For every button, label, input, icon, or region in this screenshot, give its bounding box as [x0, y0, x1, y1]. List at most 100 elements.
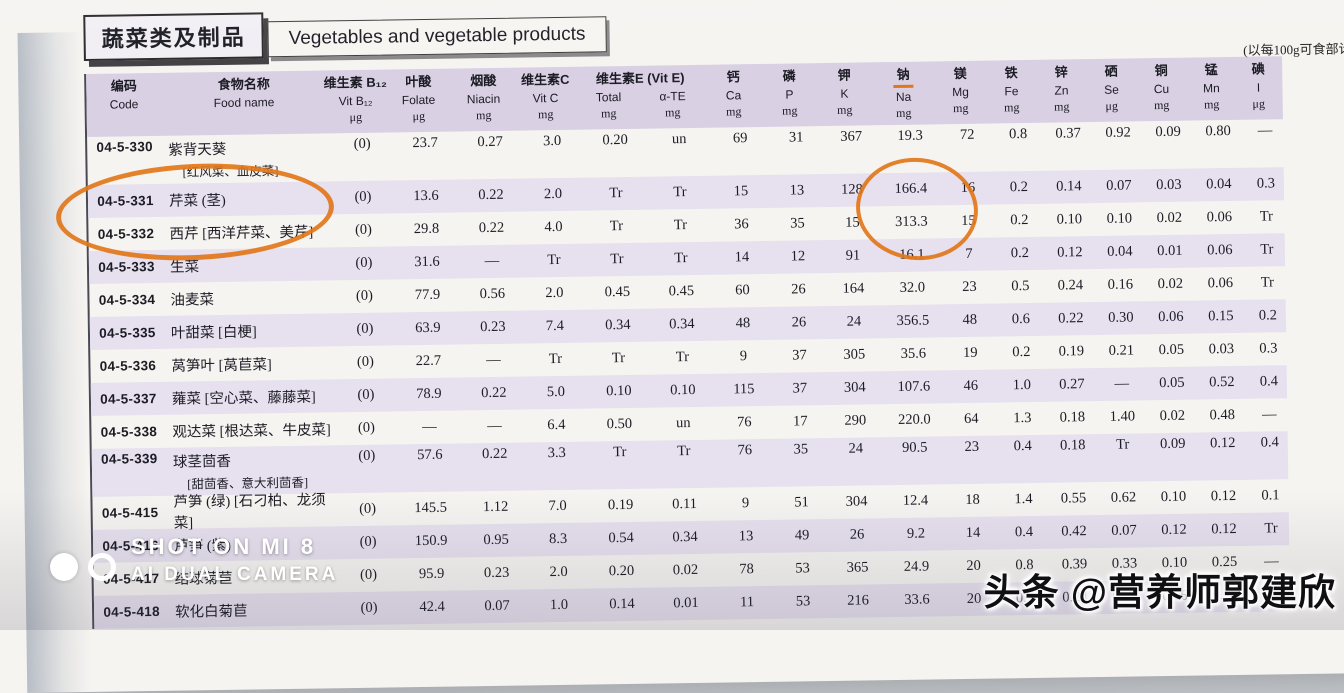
value-cell: 0.48: [1209, 406, 1236, 424]
value-cell: 3.3: [547, 444, 566, 462]
value-cell: 0.04: [1107, 243, 1133, 260]
value-cell: 0.24: [1057, 277, 1084, 294]
value-cell: 0.27: [1059, 376, 1085, 393]
value-cell: 8.3: [548, 530, 568, 548]
value-cell: 78: [739, 561, 754, 578]
value-cell: 0.6: [1011, 310, 1031, 328]
value-cell: 46: [963, 377, 979, 394]
value-cell: 12: [790, 248, 806, 265]
column-header-code: 编码 Code: [109, 78, 139, 112]
value-cell: (0): [360, 566, 378, 583]
value-cell: 0.10: [606, 382, 632, 400]
value-cell: 220.0: [897, 411, 931, 428]
value-cell: 0.20: [602, 131, 628, 149]
value-cell: 367: [840, 128, 863, 145]
food-code: 04-5-334: [98, 291, 156, 308]
column-header-ca: 钙 Ca mg: [725, 69, 742, 119]
value-cell: 313.3: [894, 213, 928, 230]
column-header-folate: 叶酸 Folate μg: [401, 73, 436, 124]
value-cell: Tr: [609, 184, 623, 202]
value-cell: 60: [735, 282, 750, 299]
value-cell: 0.19: [607, 496, 634, 514]
value-cell: —: [1257, 122, 1273, 139]
value-cell: 0.05: [1159, 374, 1185, 391]
value-cell: (0): [359, 533, 377, 550]
column-header-zn: 锌 Zn mg: [1053, 64, 1070, 114]
value-cell: un: [671, 130, 687, 148]
value-cell: 0.19: [1058, 343, 1085, 360]
value-cell: 19: [962, 344, 978, 361]
food-name: 芦笋 (绿) [石刁柏、龙须菜]: [173, 492, 326, 533]
food-code: 04-5-330: [96, 138, 154, 155]
value-cell: 26: [791, 314, 807, 331]
food-code: 04-5-333: [98, 258, 155, 275]
value-cell: 290: [844, 412, 867, 429]
value-cell: 69: [732, 130, 748, 147]
value-cell: 48: [735, 315, 751, 332]
value-cell: 0.95: [483, 531, 509, 549]
value-cell: 22.7: [415, 352, 442, 370]
value-cell: 0.12: [1211, 520, 1237, 538]
value-cell: 0.52: [1209, 373, 1235, 391]
value-cell: 0.10: [1160, 488, 1187, 505]
value-cell: 17: [792, 413, 808, 430]
value-cell: 23.7: [412, 134, 438, 152]
value-cell: 9.2: [906, 525, 926, 542]
value-cell: 1.12: [482, 498, 509, 516]
value-cell: 77.9: [414, 286, 441, 304]
value-cell: 0.09: [1159, 435, 1186, 452]
value-cell: 35.6: [900, 345, 927, 362]
value-cell: 0.92: [1105, 124, 1131, 141]
column-header-vit-b12: 维生素 B₁₂ Vit B₁₂ μg: [323, 74, 387, 124]
value-cell: Tr: [677, 442, 691, 460]
value-cell: 1.4: [1014, 490, 1033, 508]
value-cell: 0.2: [1010, 244, 1030, 262]
value-cell: 1.3: [1013, 409, 1032, 427]
value-cell: 72: [959, 126, 975, 143]
value-cell: (0): [354, 221, 373, 238]
value-cell: 0.3: [1256, 175, 1276, 192]
food-name: 球茎茴香 [甜茴香、意大利茴香]: [172, 453, 309, 492]
value-cell: 145.5: [414, 499, 448, 517]
value-cell: Tr: [673, 183, 687, 201]
value-cell: 0.01: [673, 594, 699, 612]
food-code: 04-5-331: [97, 192, 154, 209]
value-cell: 13: [789, 182, 805, 199]
value-cell: 0.4: [1260, 434, 1279, 451]
value-cell: 0.02: [672, 561, 699, 579]
value-cell: —: [487, 417, 502, 434]
value-cell: 0.02: [1159, 407, 1186, 424]
value-cell: 0.80: [1205, 122, 1231, 140]
value-cell: 7: [965, 245, 973, 262]
value-cell: 14: [965, 524, 981, 541]
value-cell: Tr: [673, 216, 688, 234]
value-cell: 216: [847, 592, 870, 609]
value-cell: 16: [960, 179, 976, 196]
value-cell: 0.23: [483, 564, 510, 582]
value-cell: 15: [961, 212, 976, 229]
value-cell: 2.0: [545, 284, 564, 302]
value-cell: 35: [793, 441, 809, 458]
value-cell: 37: [792, 380, 808, 397]
value-cell: 2.0: [549, 563, 568, 581]
value-cell: 0.42: [1061, 523, 1087, 540]
value-cell: 0.16: [1107, 276, 1134, 293]
value-cell: Tr: [1264, 520, 1278, 537]
value-cell: 0.2: [1258, 307, 1278, 324]
value-cell: 33.6: [904, 591, 930, 608]
value-cell: 0.18: [1059, 409, 1086, 426]
value-cell: 53: [795, 593, 811, 610]
value-cell: 0.06: [1207, 274, 1234, 292]
value-cell: 0.20: [608, 562, 635, 580]
value-cell: —: [486, 351, 501, 368]
value-cell: —: [422, 418, 437, 435]
value-cell: 0.12: [1161, 521, 1187, 538]
food-name: 蕹菜 [空心菜、藤藤菜]: [171, 389, 316, 408]
value-cell: 48: [962, 311, 978, 328]
value-cell: 0.56: [479, 285, 506, 303]
value-cell: 0.09: [1155, 123, 1181, 141]
food-name: 芹菜 (茎): [168, 192, 226, 210]
value-cell: —: [484, 252, 500, 269]
value-cell: 42.4: [419, 598, 445, 615]
